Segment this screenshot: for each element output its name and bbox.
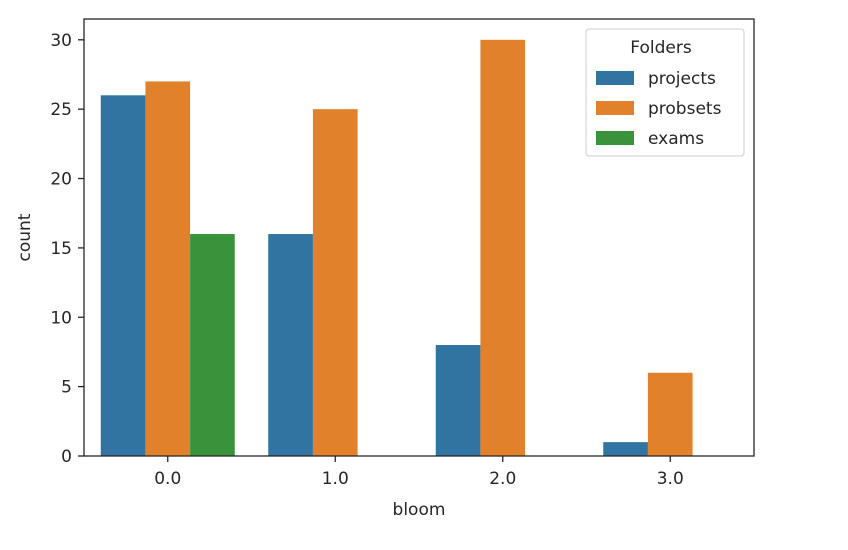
bar-projects-2.0: [435, 345, 481, 456]
legend-items: projects probsets exams: [596, 69, 722, 149]
legend-swatch-projects: [596, 71, 634, 85]
y-axis: 0 5 10 15 20 25 30: [50, 31, 84, 467]
y-tick-label-10: 10: [50, 308, 72, 328]
y-tick-label-5: 5: [61, 378, 72, 398]
y-tick-label-0: 0: [61, 447, 72, 467]
y-tick-label-15: 15: [50, 239, 72, 259]
bar-projects-0.0: [100, 95, 146, 457]
bar-probsets-1.0: [312, 109, 358, 457]
bar-exams-0.0: [190, 234, 235, 456]
x-axis-label: bloom: [393, 500, 446, 520]
legend-label-exams: exams: [648, 129, 704, 149]
plot-frame: [83, 18, 755, 457]
bar-probsets-3.0: [647, 372, 693, 456]
y-tick-label-20: 20: [50, 170, 72, 190]
legend-label-probsets: probsets: [648, 99, 722, 119]
legend: Folders projects probsets exams: [585, 28, 745, 157]
legend-box: [585, 28, 745, 157]
x-tick-label-0.0: 0.0: [154, 469, 181, 489]
x-tick-label-2.0: 2.0: [489, 469, 516, 489]
y-tick-label-30: 30: [50, 31, 72, 51]
y-axis-label: count: [15, 213, 35, 261]
x-axis: 0.0 1.0 2.0 3.0: [154, 456, 684, 489]
bar-probsets-0.0: [145, 81, 191, 457]
x-tick-label-3.0: 3.0: [657, 469, 684, 489]
legend-label-projects: projects: [648, 69, 716, 89]
legend-swatch-probsets: [596, 101, 634, 115]
bars-layer: [100, 39, 693, 457]
y-tick-label-25: 25: [50, 100, 72, 120]
bar-probsets-2.0: [480, 39, 526, 457]
bar-projects-1.0: [268, 234, 313, 456]
legend-title: Folders: [630, 38, 692, 58]
bar-projects-3.0: [603, 442, 648, 456]
x-tick-label-1.0: 1.0: [322, 469, 349, 489]
legend-swatch-exams: [596, 131, 634, 145]
